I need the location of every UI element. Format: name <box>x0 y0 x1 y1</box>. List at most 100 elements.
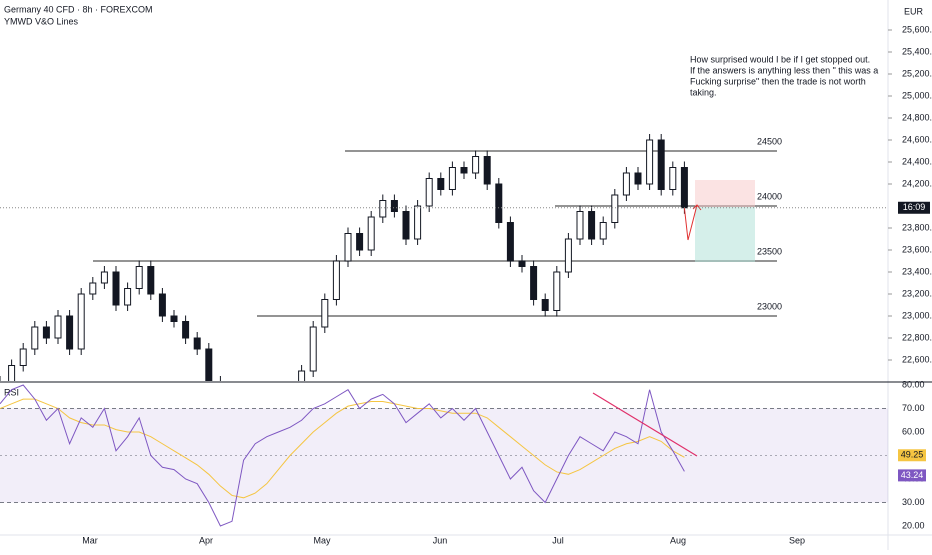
candle <box>193 337 201 350</box>
price-tick-label: 24,600.0 <box>902 134 932 144</box>
candle <box>321 299 329 328</box>
level-label: 23000 <box>757 301 782 311</box>
rsi-tick-label: 30.00 <box>902 497 925 507</box>
level-label: 23500 <box>757 246 782 256</box>
candle <box>541 299 549 311</box>
price-tick-label: 23,600.0 <box>902 244 932 254</box>
price-tick-label: 23,000.0 <box>902 310 932 320</box>
candle <box>622 172 630 196</box>
candle <box>170 315 178 322</box>
time-label: Aug <box>670 535 686 545</box>
annotation: If the answers is anything less then " t… <box>690 65 878 75</box>
chart-title: Germany 40 CFD · 8h · FOREXCOM <box>4 4 153 14</box>
price-tick-label: 24,400.0 <box>902 156 932 166</box>
annotation: taking. <box>690 87 717 97</box>
price-tick-label: 23,200.0 <box>902 288 932 298</box>
price-tick-label: 25,400.0 <box>902 46 932 56</box>
price-tick-label: 24,800.0 <box>902 112 932 122</box>
price-tick-label: 25,000.0 <box>902 90 932 100</box>
candle <box>31 326 39 350</box>
price-tag: 16:09 <box>903 202 926 212</box>
candle <box>588 211 596 240</box>
indicator-name: YMWD V&O Lines <box>4 16 79 26</box>
candle <box>89 282 97 295</box>
candle <box>472 156 480 174</box>
candle <box>646 139 654 185</box>
annotation: Fucking surprise" then the trade is not … <box>690 76 866 86</box>
price-tick-label: 23,400.0 <box>902 266 932 276</box>
time-label: Sep <box>789 535 805 545</box>
candle <box>553 271 561 311</box>
candle <box>425 178 433 207</box>
candle <box>205 348 213 381</box>
candle <box>495 183 503 223</box>
candle <box>66 315 74 350</box>
rsi-tag-bg <box>898 469 926 482</box>
rsi-pane <box>0 384 888 527</box>
candle <box>564 238 572 273</box>
target-zone <box>695 207 755 262</box>
time-label: Jul <box>552 535 564 545</box>
candle <box>332 260 340 300</box>
rsi-tag: 49.25 <box>901 450 924 460</box>
price-tag-bg <box>898 201 930 214</box>
level-label: 24000 <box>757 191 782 201</box>
candle <box>379 200 387 218</box>
candle <box>367 216 375 251</box>
rsi-line <box>0 384 685 527</box>
time-label: May <box>313 535 331 545</box>
candle <box>448 167 456 190</box>
candle <box>182 321 190 339</box>
candle <box>530 266 538 300</box>
price-tick-label: 22,600.0 <box>902 354 932 364</box>
candle <box>8 365 16 381</box>
price-pane <box>0 134 777 381</box>
price-tick-label: 22,800.0 <box>902 332 932 342</box>
projection <box>683 204 702 241</box>
candle <box>19 348 27 366</box>
candle <box>309 326 317 372</box>
candle <box>576 211 584 240</box>
candle <box>344 233 352 262</box>
candle <box>356 233 364 251</box>
candle <box>42 326 50 339</box>
candle <box>634 172 642 185</box>
candle <box>460 167 468 174</box>
price-tick-label: 25,200.0 <box>902 68 932 78</box>
currency: EUR <box>904 6 924 16</box>
candle <box>506 222 514 262</box>
candle <box>414 205 422 240</box>
candle <box>680 167 688 209</box>
price-tick-label: 24,200.0 <box>902 178 932 188</box>
rsi-trendline <box>592 392 698 457</box>
candle <box>112 271 120 306</box>
rsi-tag-bg <box>898 449 926 462</box>
level-label: 24500 <box>757 136 782 146</box>
rsi-ma <box>0 398 685 499</box>
candle <box>124 288 132 306</box>
candle <box>135 266 143 289</box>
candle <box>77 293 85 350</box>
rsi-tag: 43.24 <box>901 470 924 480</box>
rsi-tick-label: 20.00 <box>902 520 925 530</box>
price-tick-label: 23,800.0 <box>902 222 932 232</box>
candle <box>147 266 155 295</box>
rsi-label: RSI <box>4 387 19 397</box>
candle <box>657 139 665 190</box>
candle <box>298 370 306 381</box>
rsi-tick-label: 70.00 <box>902 403 925 413</box>
candle <box>158 293 166 317</box>
candle <box>402 211 410 240</box>
time-label: Mar <box>82 535 98 545</box>
candle <box>518 260 526 267</box>
annotation: How surprised would I be if I get stoppe… <box>690 54 870 64</box>
candle <box>669 167 677 190</box>
candle <box>599 222 607 240</box>
rsi-tick-label: 80.00 <box>902 379 925 389</box>
rsi-band <box>0 408 888 503</box>
stop-zone <box>695 180 755 207</box>
candle <box>54 315 62 339</box>
time-label: Apr <box>199 535 213 545</box>
